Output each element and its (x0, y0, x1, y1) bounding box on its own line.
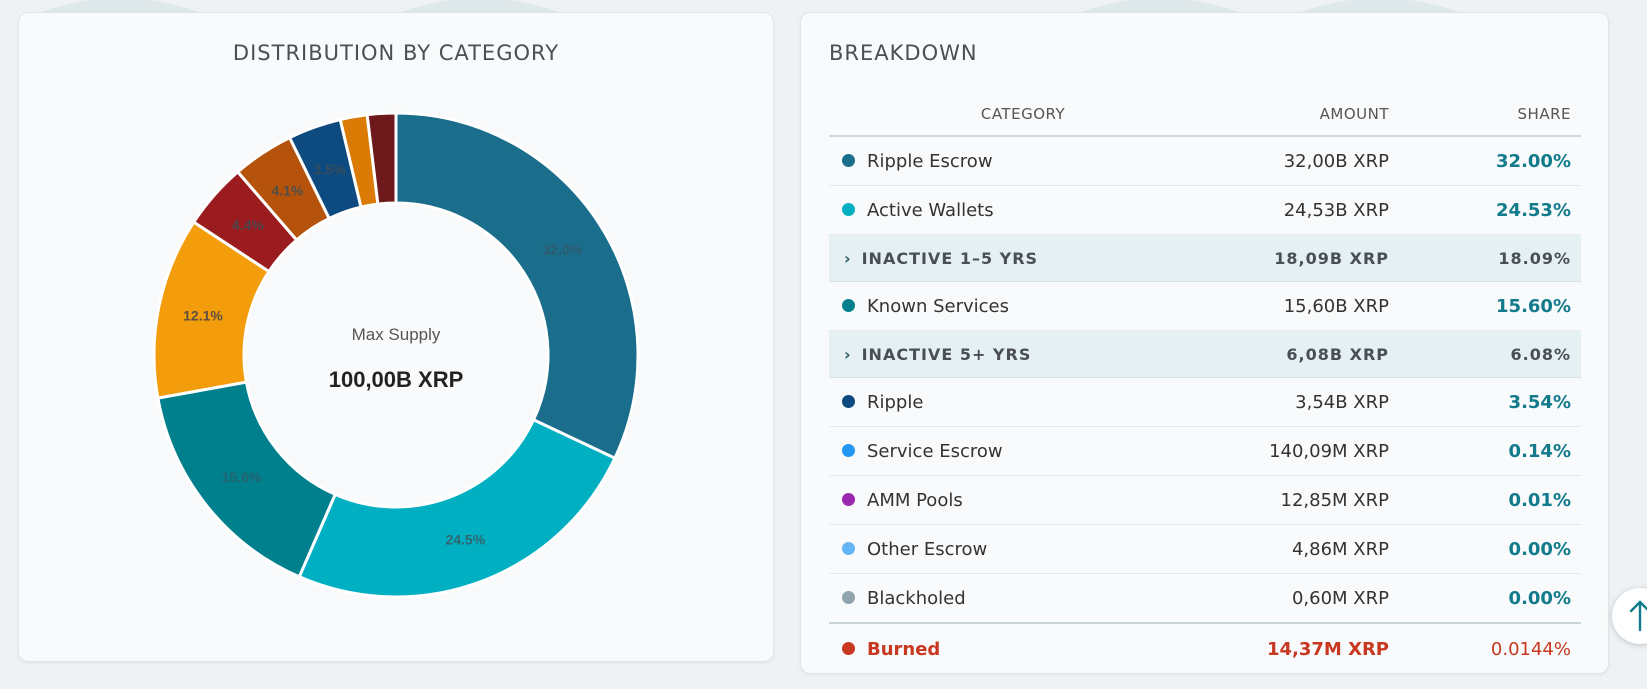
table-row: Blackholed 0,60M XRP 0.00% (829, 573, 1581, 624)
legend-dot (842, 299, 855, 312)
table-row: Service Escrow 140,09M XRP 0.14% (829, 426, 1581, 476)
table-row: Other Escrow 4,86M XRP 0.00% (829, 524, 1581, 574)
amount-cell: 4,86M XRP (1218, 524, 1390, 574)
category-label: Service Escrow (867, 440, 1003, 462)
legend-dot (842, 395, 855, 408)
amount-cell: 32,00B XRP (1218, 136, 1390, 186)
donut-chart: 32.0% 24.5% 15.6% 12.1% 4.4% 4.1% 3.5% Max Sup… (152, 111, 640, 599)
slice-label: 32.0% (543, 241, 583, 257)
pie-slice[interactable] (365, 111, 398, 206)
amount-cell: 12,85M XRP (1218, 475, 1390, 525)
legend-dot (842, 444, 855, 457)
category-label: Known Services (867, 295, 1009, 317)
column-header-share[interactable]: SHARE (1390, 93, 1581, 137)
category-cell: Other Escrow (829, 524, 1218, 574)
category-label: Ripple Escrow (867, 150, 993, 172)
category-label: Ripple (867, 391, 924, 413)
chevron-right-icon[interactable]: › (844, 248, 852, 268)
category-cell: Ripple Escrow (829, 136, 1218, 186)
share-cell: 0.01% (1390, 475, 1581, 525)
category-cell: Ripple (829, 377, 1218, 427)
share-cell: 0.14% (1390, 426, 1581, 476)
scroll-to-top-button[interactable] (1612, 588, 1647, 644)
table-row: Ripple 3,54B XRP 3.54% (829, 377, 1581, 427)
amount-cell: 3,54B XRP (1218, 377, 1390, 427)
category-cell: Known Services (829, 281, 1218, 331)
slice-label: 4.1% (271, 183, 303, 199)
share-cell: 3.54% (1390, 377, 1581, 427)
amount-cell: 14,37M XRP (1218, 622, 1390, 674)
legend-dot (842, 493, 855, 506)
legend-dot (842, 542, 855, 555)
arrow-up-icon (1629, 600, 1647, 632)
table-header-row: CATEGORY AMOUNT SHARE (829, 93, 1581, 137)
legend-dot (842, 642, 855, 655)
center-label: Max Supply (352, 325, 441, 344)
amount-cell: 0,60M XRP (1218, 573, 1390, 624)
pie-slice[interactable] (394, 111, 640, 461)
slice-label: 15.6% (222, 469, 262, 485)
category-cell: Active Wallets (829, 185, 1218, 235)
table-row-burned: Burned 14,37M XRP 0.0144% (829, 622, 1581, 674)
center-value: 100,00B XRP (329, 367, 464, 392)
category-cell: AMM Pools (829, 475, 1218, 525)
slice-label: 3.5% (314, 162, 346, 178)
slice-label: 4.4% (232, 217, 264, 233)
category-label: Active Wallets (867, 199, 994, 221)
breakdown-card: BREAKDOWN CATEGORY AMOUNT SHARE Ripple E… (800, 12, 1609, 674)
share-cell: 0.0144% (1390, 622, 1581, 674)
category-cell: Service Escrow (829, 426, 1218, 476)
pie-slice[interactable] (297, 417, 617, 599)
amount-cell: 18,09B XRP (1218, 234, 1390, 282)
category-cell: Blackholed (829, 573, 1218, 624)
category-label: Burned (867, 638, 941, 660)
share-cell: 0.00% (1390, 573, 1581, 624)
amount-cell: 140,09M XRP (1218, 426, 1390, 476)
chevron-right-icon[interactable]: › (844, 344, 852, 364)
share-cell: 15.60% (1390, 281, 1581, 331)
share-cell: 0.00% (1390, 524, 1581, 574)
category-cell: › INACTIVE 5+ YRS (829, 330, 1218, 378)
slice-label: 24.5% (445, 531, 485, 547)
breakdown-table: CATEGORY AMOUNT SHARE Ripple Escrow 32,00… (829, 93, 1581, 674)
table-row: Active Wallets 24,53B XRP 24.53% (829, 185, 1581, 235)
table-row: Known Services 15,60B XRP 15.60% (829, 281, 1581, 331)
amount-cell: 6,08B XRP (1218, 330, 1390, 378)
share-cell: 6.08% (1390, 330, 1581, 378)
category-cell: › INACTIVE 1–5 YRS (829, 234, 1218, 282)
table-row: Ripple Escrow 32,00B XRP 32.00% (829, 136, 1581, 186)
share-cell: 24.53% (1390, 185, 1581, 235)
breakdown-title: BREAKDOWN (829, 41, 978, 65)
category-label: Blackholed (867, 587, 966, 609)
distribution-card: DISTRIBUTION BY CATEGORY 32.0% 24.5% 15.6%… (18, 12, 774, 662)
amount-cell: 24,53B XRP (1218, 185, 1390, 235)
table-group-row[interactable]: › INACTIVE 1–5 YRS 18,09B XRP 18.09% (829, 234, 1581, 282)
legend-dot (842, 154, 855, 167)
table-row: AMM Pools 12,85M XRP 0.01% (829, 475, 1581, 525)
share-cell: 32.00% (1390, 136, 1581, 186)
category-label: INACTIVE 5+ YRS (861, 344, 1032, 364)
legend-dot (842, 203, 855, 216)
category-label: INACTIVE 1–5 YRS (861, 248, 1039, 268)
category-label: AMM Pools (867, 489, 963, 511)
column-header-category[interactable]: CATEGORY (829, 93, 1218, 137)
column-header-amount[interactable]: AMOUNT (1218, 93, 1390, 137)
legend-dot (842, 591, 855, 604)
amount-cell: 15,60B XRP (1218, 281, 1390, 331)
category-label: Other Escrow (867, 538, 988, 560)
table-group-row[interactable]: › INACTIVE 5+ YRS 6,08B XRP 6.08% (829, 330, 1581, 378)
slice-label: 12.1% (183, 308, 223, 324)
share-cell: 18.09% (1390, 234, 1581, 282)
category-cell: Burned (829, 622, 1218, 674)
distribution-title: DISTRIBUTION BY CATEGORY (232, 41, 560, 65)
